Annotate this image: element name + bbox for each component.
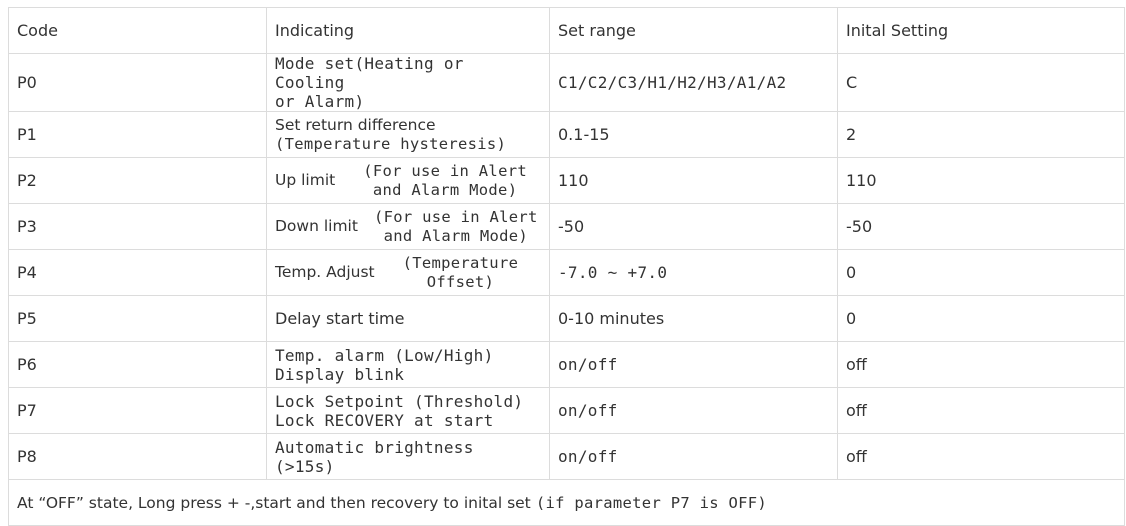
table-footer-row: At “OFF” state, Long press + -,start and… (8, 479, 1125, 526)
row-initial: C (837, 53, 1125, 112)
row-code: P2 (8, 157, 267, 204)
row-range: C1/C2/C3/H1/H2/H3/A1/A2 (549, 53, 838, 112)
table-row: P1 Set return difference (Temperature hy… (8, 111, 1125, 158)
row-range: -50 (549, 203, 838, 250)
indicating-note-line: (Temperature (402, 253, 519, 272)
header-code: Code (8, 7, 267, 54)
table-row: P5 Delay start time 0-10 minutes 0 (8, 295, 1125, 342)
row-range: on/off (549, 341, 838, 388)
indicating-label: Down limit (275, 217, 358, 235)
table-row: P0 Mode set(Heating or Cooling or Alarm)… (8, 53, 1125, 112)
row-range: 0.1-15 (549, 111, 838, 158)
table-row: P7 Lock Setpoint (Threshold) Lock RECOVE… (8, 387, 1125, 434)
row-code: P6 (8, 341, 267, 388)
row-indicating: Lock Setpoint (Threshold) Lock RECOVERY … (266, 387, 550, 434)
row-code: P3 (8, 203, 267, 250)
footer-note: At “OFF” state, Long press + -,start and… (8, 479, 1125, 526)
row-initial: off (837, 387, 1125, 434)
indicating-line: (Temperature hysteresis) (275, 134, 507, 153)
row-code: P0 (8, 53, 267, 112)
row-indicating: Automatic brightness (>15s) (266, 433, 550, 480)
indicating-note: (For use in Alert and Alarm Mode) (374, 208, 538, 246)
row-initial: 2 (837, 111, 1125, 158)
parameter-table: Code Indicating Set range Inital Setting… (8, 7, 1125, 526)
indicating-label: Up limit (275, 171, 336, 189)
row-range: on/off (549, 387, 838, 434)
indicating-note-line: Offset) (426, 272, 495, 291)
header-set-range: Set range (549, 7, 838, 54)
table-row: P8 Automatic brightness (>15s) on/off of… (8, 433, 1125, 480)
row-range: on/off (549, 433, 838, 480)
indicating-note-line: (For use in Alert (363, 161, 527, 180)
row-range: 0-10 minutes (549, 295, 838, 342)
row-indicating: Temp. Adjust (Temperature Offset) (266, 249, 550, 296)
table-header-row: Code Indicating Set range Inital Setting (8, 7, 1125, 54)
row-code: P5 (8, 295, 267, 342)
footer-text: At “OFF” state, Long press + -,start and… (17, 493, 531, 512)
row-indicating: Down limit (For use in Alert and Alarm Mod… (266, 203, 550, 250)
row-code: P4 (8, 249, 267, 296)
header-indicating: Indicating (266, 7, 550, 54)
row-range: 110 (549, 157, 838, 204)
indicating-note-line: (For use in Alert (373, 207, 538, 226)
row-indicating: Up limit (For use in Alert and Alarm Mode) (266, 157, 550, 204)
table-row: P4 Temp. Adjust (Temperature Offset) -7.0 … (8, 249, 1125, 296)
row-code: P8 (8, 433, 267, 480)
row-indicating: Mode set(Heating or Cooling or Alarm) (266, 53, 550, 112)
row-indicating: Temp. alarm (Low/High) Display blink (266, 341, 550, 388)
indicating-note: (For use in Alert and Alarm Mode) (363, 162, 527, 200)
row-initial: off (837, 433, 1125, 480)
row-range: -7.0 ~ +7.0 (549, 249, 838, 296)
indicating-line: Set return difference (275, 115, 436, 134)
table-row: P2 Up limit (For use in Alert and Alarm Mo… (8, 157, 1125, 204)
row-code: P7 (8, 387, 267, 434)
table-row: P3 Down limit (For use in Alert and Alarm … (8, 203, 1125, 250)
footer-mono-text: (if parameter P7 is OFF) (535, 493, 768, 512)
indicating-line: Lock RECOVERY at start (275, 410, 494, 430)
indicating-line: or Alarm) (275, 92, 365, 111)
indicating-label: Temp. Adjust (275, 263, 375, 281)
row-initial: off (837, 341, 1125, 388)
indicating-line: Lock Setpoint (Threshold) (275, 391, 524, 411)
table-row: P6 Temp. alarm (Low/High) Display blink … (8, 341, 1125, 388)
row-initial: 0 (837, 295, 1125, 342)
indicating-note: (Temperature Offset) (403, 254, 519, 292)
indicating-line: Temp. alarm (Low/High) (275, 345, 494, 365)
indicating-line: Display blink (275, 364, 405, 384)
indicating-note-line: and Alarm Mode) (383, 226, 529, 245)
header-initial-setting: Inital Setting (837, 7, 1125, 54)
indicating-note-line: and Alarm Mode) (372, 180, 518, 199)
row-code: P1 (8, 111, 267, 158)
row-initial: -50 (837, 203, 1125, 250)
row-initial: 110 (837, 157, 1125, 204)
row-initial: 0 (837, 249, 1125, 296)
row-indicating: Set return difference (Temperature hyste… (266, 111, 550, 158)
row-indicating: Delay start time (266, 295, 550, 342)
indicating-line: Mode set(Heating or Cooling (275, 54, 464, 93)
